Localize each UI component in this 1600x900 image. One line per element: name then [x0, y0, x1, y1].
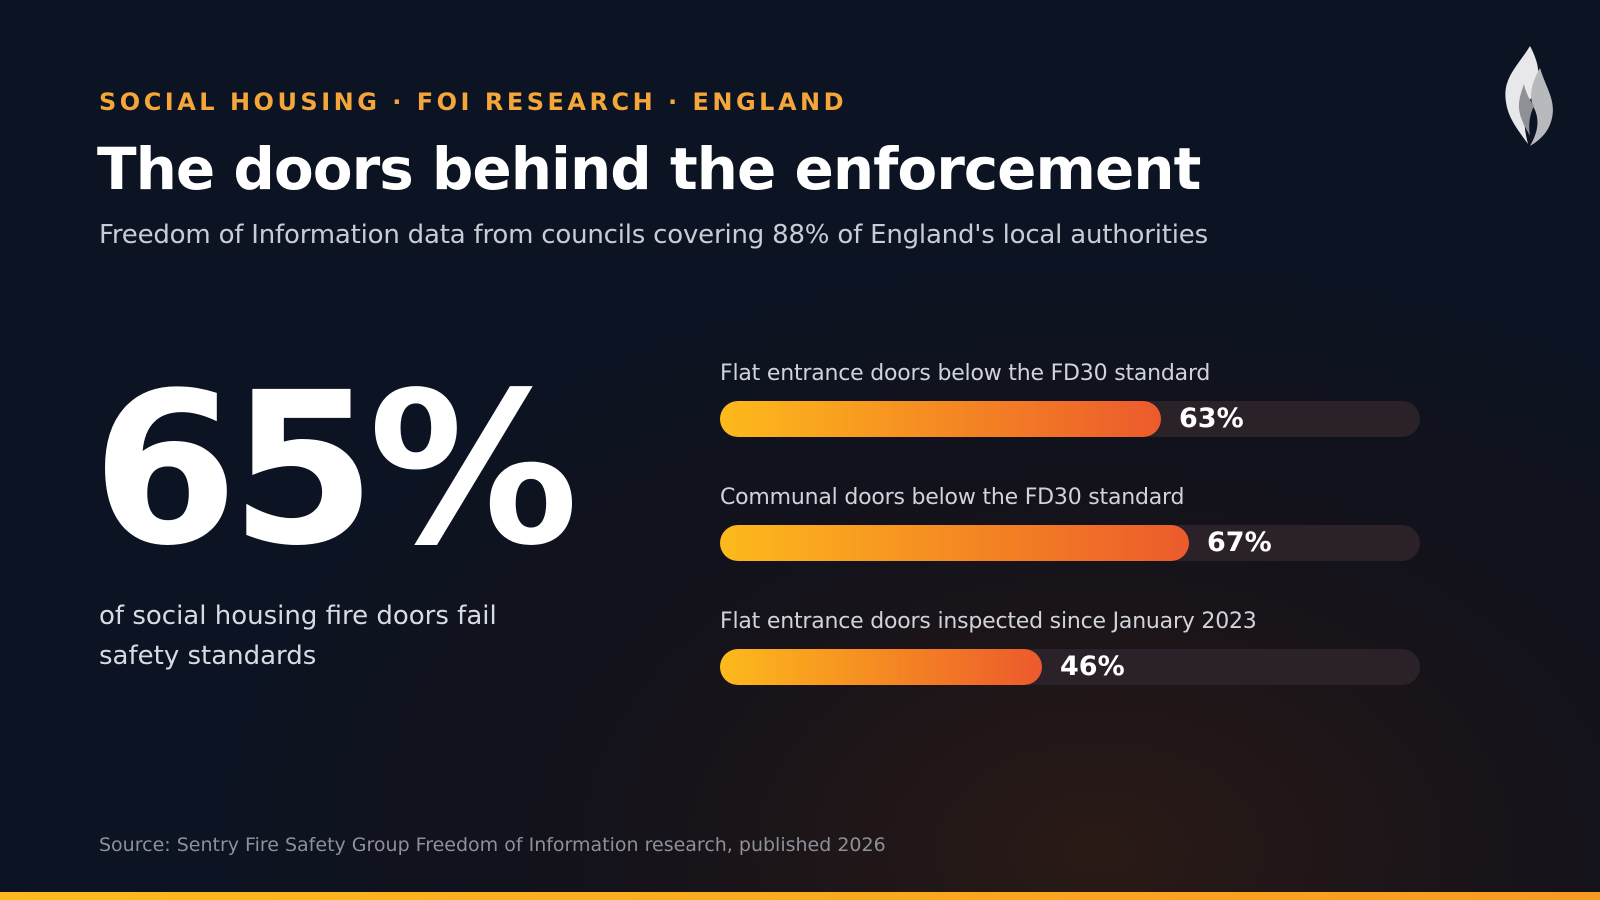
bar-fill: [720, 649, 1042, 685]
bar-track: 67%: [720, 525, 1420, 561]
bar-label: Flat entrance doors inspected since Janu…: [720, 609, 1257, 634]
bar-chart: Flat entrance doors below the FD30 stand…: [720, 355, 1420, 727]
headline-stat-caption: of social housing fire doors fail safety…: [99, 601, 497, 671]
bar-value-label: 63%: [1179, 403, 1244, 434]
headline-stat-value: 65%: [92, 347, 579, 592]
bar-label: Flat entrance doors below the FD30 stand…: [720, 361, 1211, 386]
bar-fill: [720, 401, 1161, 437]
bar-track: 46%: [720, 649, 1420, 685]
bar-fill: [720, 525, 1189, 561]
flame-icon: [1505, 46, 1553, 146]
bar-label: Communal doors below the FD30 standard: [720, 485, 1185, 510]
bar-row: Flat entrance doors below the FD30 stand…: [720, 355, 1420, 479]
bar-value-label: 67%: [1207, 527, 1272, 558]
bar-value-label: 46%: [1060, 651, 1125, 682]
source-note: Source: Sentry Fire Safety Group Freedom…: [99, 834, 886, 856]
page-subtitle: Freedom of Information data from council…: [99, 220, 1208, 250]
bar-row: Flat entrance doors inspected since Janu…: [720, 603, 1420, 727]
bar-row: Communal doors below the FD30 standard 67…: [720, 479, 1420, 603]
page-title: The doors behind the enforcement: [97, 135, 1201, 203]
eyebrow-label: SOCIAL HOUSING · FOI RESEARCH · ENGLAND: [99, 88, 848, 116]
bottom-accent-stripe: [0, 892, 1600, 900]
bar-track: 63%: [720, 401, 1420, 437]
